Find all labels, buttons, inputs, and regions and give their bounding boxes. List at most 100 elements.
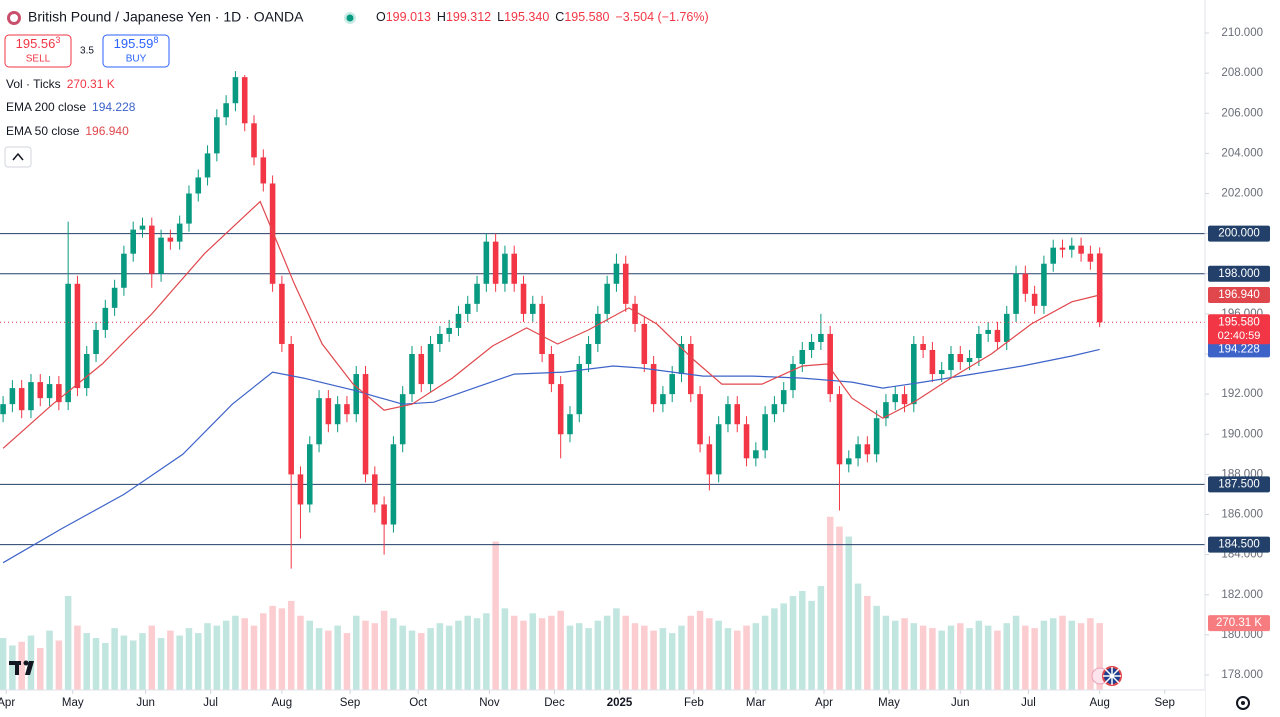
candle-body xyxy=(223,103,229,118)
candle-body xyxy=(576,364,583,415)
ohlc-readout: O199.013 H199.312 L195.340 C195.580 −3.504 (… xyxy=(376,10,709,24)
volume-bar xyxy=(492,541,499,690)
buy-price-main[interactable]: 195.59 xyxy=(114,36,154,51)
x-tick-label: Apr xyxy=(0,697,15,709)
settings-icon[interactable] xyxy=(1236,696,1250,710)
volume-bar xyxy=(538,618,546,690)
candle-body xyxy=(808,341,815,350)
y-tick-label: 182.000 xyxy=(1221,589,1263,601)
volume-bar xyxy=(18,641,25,690)
candle-body xyxy=(269,183,276,284)
candle-body xyxy=(557,384,564,435)
buy-price-pip[interactable]: 8 xyxy=(153,35,158,45)
volume-bar xyxy=(603,615,611,690)
volume-bar xyxy=(520,620,527,690)
time-axis-panel xyxy=(0,690,1205,717)
candle-body xyxy=(845,458,852,465)
candle-body xyxy=(539,303,545,354)
volume-bar xyxy=(696,610,704,690)
candle-body xyxy=(911,343,917,405)
volume-bar xyxy=(129,640,137,690)
x-tick-label: Aug xyxy=(1089,697,1109,709)
volume-bar xyxy=(334,625,341,690)
volume-bar xyxy=(854,583,862,690)
price-tag-label: 270.31 K xyxy=(1216,617,1262,629)
volume-bar xyxy=(947,625,955,690)
candle-body xyxy=(204,153,211,178)
candle-body xyxy=(957,354,964,363)
x-tick-label: May xyxy=(62,697,84,709)
candle-body xyxy=(920,343,926,350)
candle-body xyxy=(790,364,796,391)
x-tick-label: Sep xyxy=(1154,697,1174,709)
volume-bar xyxy=(557,610,564,690)
volume-bar xyxy=(715,620,722,690)
collapse-chevron[interactable] xyxy=(12,152,24,161)
volume-bar xyxy=(427,628,434,690)
x-tick-label: Feb xyxy=(684,697,704,709)
volume-bar xyxy=(157,638,165,690)
volume-bar xyxy=(929,628,936,690)
candle-body xyxy=(511,253,518,284)
candle-body xyxy=(1078,245,1084,254)
candle-body xyxy=(334,404,341,425)
sell-label[interactable]: SELL xyxy=(26,54,51,65)
volume-bar xyxy=(352,615,360,690)
volume-bar xyxy=(1040,620,1048,690)
volume-bar xyxy=(957,623,964,690)
candle-body xyxy=(938,370,945,375)
volume-bar xyxy=(37,647,44,690)
volume-bar xyxy=(668,633,676,690)
volume-bar xyxy=(622,615,629,690)
collapse-box[interactable] xyxy=(4,146,32,168)
y-tick-label: 206.000 xyxy=(1221,107,1263,119)
volume-bar xyxy=(1022,625,1029,690)
candle-body xyxy=(706,444,713,475)
candle-body xyxy=(873,418,880,455)
x-tick-label: Jun xyxy=(136,697,155,709)
volume-bar xyxy=(260,613,267,690)
buy-button[interactable]: 195.598 BUY xyxy=(102,34,170,68)
volume-bar xyxy=(232,615,239,690)
candle-body xyxy=(130,229,136,254)
ohlc-key: O xyxy=(376,10,386,24)
volume-bar xyxy=(473,618,481,690)
candle-body xyxy=(214,117,220,154)
volume-bar xyxy=(650,630,657,690)
candle-body xyxy=(1069,245,1075,250)
candle-body xyxy=(158,237,164,274)
flag-cross xyxy=(1103,667,1121,685)
volume-bar xyxy=(222,620,230,690)
candle-body xyxy=(1013,273,1019,314)
candle-body xyxy=(288,343,294,475)
candle-body xyxy=(0,404,6,415)
volume-bar xyxy=(1031,628,1038,690)
y-tick-label: 186.000 xyxy=(1221,509,1263,521)
volume-bar xyxy=(817,586,825,690)
price-tag xyxy=(1208,615,1270,632)
sell-button[interactable]: 195.563 SELL xyxy=(4,34,72,68)
price-tag xyxy=(1208,536,1270,553)
buy-label[interactable]: BUY xyxy=(126,54,147,65)
sell-price[interactable]: 195.563 xyxy=(16,35,61,51)
volume-bar xyxy=(845,536,853,690)
volume-bar xyxy=(399,625,406,690)
ohlc-value: 199.312 xyxy=(446,10,491,24)
volume-bar xyxy=(297,615,304,690)
candle-body xyxy=(399,394,406,445)
sell-price-pip[interactable]: 3 xyxy=(55,35,60,45)
x-tick-label: Jul xyxy=(1021,697,1036,709)
buy-price[interactable]: 195.598 xyxy=(114,35,159,51)
legend-name: EMA 50 close xyxy=(6,124,80,138)
candle-body xyxy=(836,394,843,465)
volume-bar xyxy=(148,625,156,690)
sell-price-main[interactable]: 195.56 xyxy=(16,36,56,51)
candle-body xyxy=(325,398,332,425)
collapse-button[interactable] xyxy=(4,146,32,168)
buy-box[interactable] xyxy=(102,34,170,68)
volume-bar xyxy=(9,645,16,690)
sell-box[interactable] xyxy=(4,34,72,68)
y-tick-label: 190.000 xyxy=(1221,428,1263,440)
volume-bar xyxy=(641,625,648,690)
